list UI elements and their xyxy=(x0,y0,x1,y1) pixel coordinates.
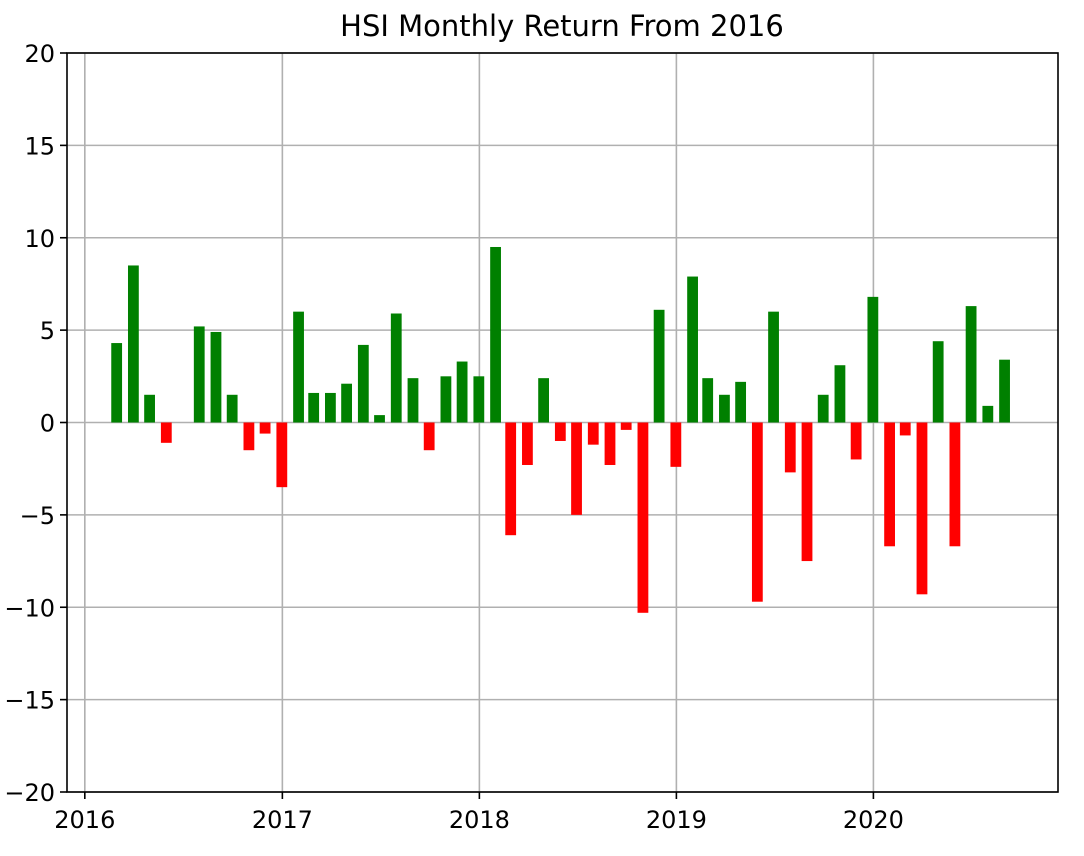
bar-2020-08 xyxy=(999,359,1010,423)
bar-2016-09 xyxy=(226,394,238,423)
bar-2019-01 xyxy=(687,276,698,423)
bar-2018-10 xyxy=(637,422,649,613)
y-tick-label: 0 xyxy=(40,410,55,438)
y-tick-label: 20 xyxy=(24,40,55,68)
x-tick-label: 2016 xyxy=(54,806,115,834)
bar-2016-05 xyxy=(160,422,172,443)
chart-title: HSI Monthly Return From 2016 xyxy=(340,9,784,43)
bar-2016-03 xyxy=(127,265,139,423)
bar-2017-06 xyxy=(374,415,385,423)
y-tick-label: 10 xyxy=(24,225,55,253)
bar-2017-07 xyxy=(390,313,402,423)
y-tick-label: 15 xyxy=(24,132,55,160)
bar-2017-03 xyxy=(325,392,336,423)
bar-2017-10 xyxy=(440,376,452,423)
bar-2016-12 xyxy=(276,422,288,488)
bar-2020-04 xyxy=(932,341,944,423)
y-tick-label: −20 xyxy=(4,779,55,807)
bar-2019-11 xyxy=(850,422,862,460)
bar-2018-03 xyxy=(522,422,533,465)
bar-2019-12 xyxy=(867,296,879,423)
bar-2020-03 xyxy=(916,422,928,595)
bar-2019-09 xyxy=(817,394,829,423)
bar-2017-09 xyxy=(423,422,435,451)
bar-2017-01 xyxy=(293,311,304,423)
x-tick-label: 2017 xyxy=(252,806,313,834)
bar-2018-02 xyxy=(505,422,517,536)
bar-2019-06 xyxy=(768,311,779,423)
bar-2019-02 xyxy=(702,378,714,423)
bar-2018-08 xyxy=(604,422,616,465)
x-tick-label: 2020 xyxy=(843,806,904,834)
bar-2016-02 xyxy=(111,343,123,423)
bar-2017-02 xyxy=(308,392,320,423)
bar-2020-07 xyxy=(982,405,994,423)
bar-2018-04 xyxy=(538,378,550,423)
bar-2018-01 xyxy=(490,246,501,423)
bar-2020-06 xyxy=(965,306,977,423)
x-tick-label: 2018 xyxy=(449,806,510,834)
bar-2019-04 xyxy=(735,381,747,423)
y-tick-label: −15 xyxy=(4,687,55,715)
bar-2016-10 xyxy=(243,422,255,451)
bar-2019-07 xyxy=(784,422,796,473)
bar-2016-11 xyxy=(259,422,271,434)
bar-2020-05 xyxy=(949,422,961,547)
bar-2019-10 xyxy=(834,365,846,423)
y-tick-label: −5 xyxy=(20,502,55,530)
bar-2017-08 xyxy=(407,378,419,423)
bar-2019-05 xyxy=(751,422,763,602)
bar-2018-07 xyxy=(587,422,599,445)
bar-2019-08 xyxy=(801,422,813,562)
bar-2019-03 xyxy=(719,394,730,423)
bar-2018-09 xyxy=(620,422,632,430)
bar-2020-01 xyxy=(884,422,895,547)
bar-2020-02 xyxy=(899,422,911,436)
axis-ticks xyxy=(60,52,875,799)
bar-2016-04 xyxy=(144,394,155,423)
bar-2018-11 xyxy=(653,309,665,423)
bar-series xyxy=(111,246,1010,613)
bar-2018-12 xyxy=(670,422,682,467)
bar-2017-12 xyxy=(473,376,485,423)
bar-2016-08 xyxy=(210,331,222,423)
bar-2016-07 xyxy=(193,326,205,423)
bar-2017-11 xyxy=(456,361,468,423)
y-tick-label: 5 xyxy=(40,317,55,345)
bar-2017-04 xyxy=(341,383,352,423)
y-tick-label: −10 xyxy=(4,594,55,622)
bar-2018-06 xyxy=(571,422,582,515)
bar-2018-05 xyxy=(554,422,566,441)
x-tick-label: 2019 xyxy=(646,806,707,834)
bar-2017-05 xyxy=(357,344,369,423)
